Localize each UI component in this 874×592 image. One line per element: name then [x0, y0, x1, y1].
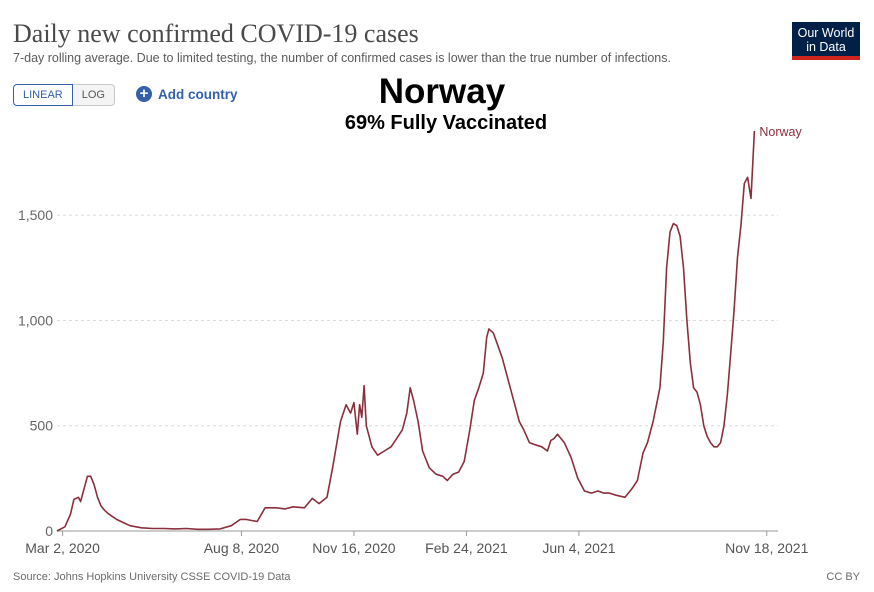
source-note: Source: Johns Hopkins University CSSE CO… — [13, 571, 291, 583]
x-tick-label: Nov 18, 2021 — [725, 540, 808, 556]
series-group: Norway — [56, 125, 802, 532]
logo-line-1: Our World — [797, 26, 855, 40]
y-tick-label: 500 — [30, 418, 54, 434]
vaccination-overlay-text: 69% Fully Vaccinated — [344, 112, 548, 134]
y-tick-label: 1,500 — [18, 207, 53, 223]
y-tick-label: 0 — [45, 523, 53, 539]
series-line-norway[interactable] — [56, 130, 756, 532]
plus-circle-icon: + — [136, 86, 152, 102]
linear-scale-button[interactable]: LINEAR — [13, 84, 73, 106]
log-scale-button[interactable]: LOG — [72, 84, 115, 106]
x-tick-label: Aug 8, 2020 — [204, 540, 280, 556]
chart-subtitle: 7-day rolling average. Due to limited te… — [13, 51, 671, 65]
grid-lines — [57, 214, 778, 427]
x-tick-label: Mar 2, 2020 — [25, 540, 100, 556]
chart-title: Daily new confirmed COVID-19 cases — [13, 19, 419, 48]
owid-logo[interactable]: Our World in Data — [792, 22, 860, 60]
add-country-button[interactable]: + Add country — [136, 86, 238, 102]
x-axis: Mar 2, 2020 Aug 8, 2020 Nov 16, 2020 Feb 24… — [25, 530, 809, 556]
x-tick-label: Feb 24, 2021 — [425, 540, 508, 556]
x-tick-label: Jun 4, 2021 — [542, 540, 615, 556]
x-tick-label: Nov 16, 2020 — [312, 540, 395, 556]
y-tick-label: 1,000 — [18, 312, 53, 328]
country-overlay-title: Norway — [378, 72, 506, 111]
add-country-label: Add country — [158, 86, 238, 102]
logo-line-2: in Data — [806, 40, 846, 54]
license-link[interactable]: CC BY — [826, 571, 860, 583]
scale-toggle: LINEAR LOG — [13, 84, 115, 106]
y-axis-ticks: 0 500 1,000 1,500 — [18, 207, 53, 539]
series-label: Norway — [759, 125, 802, 139]
